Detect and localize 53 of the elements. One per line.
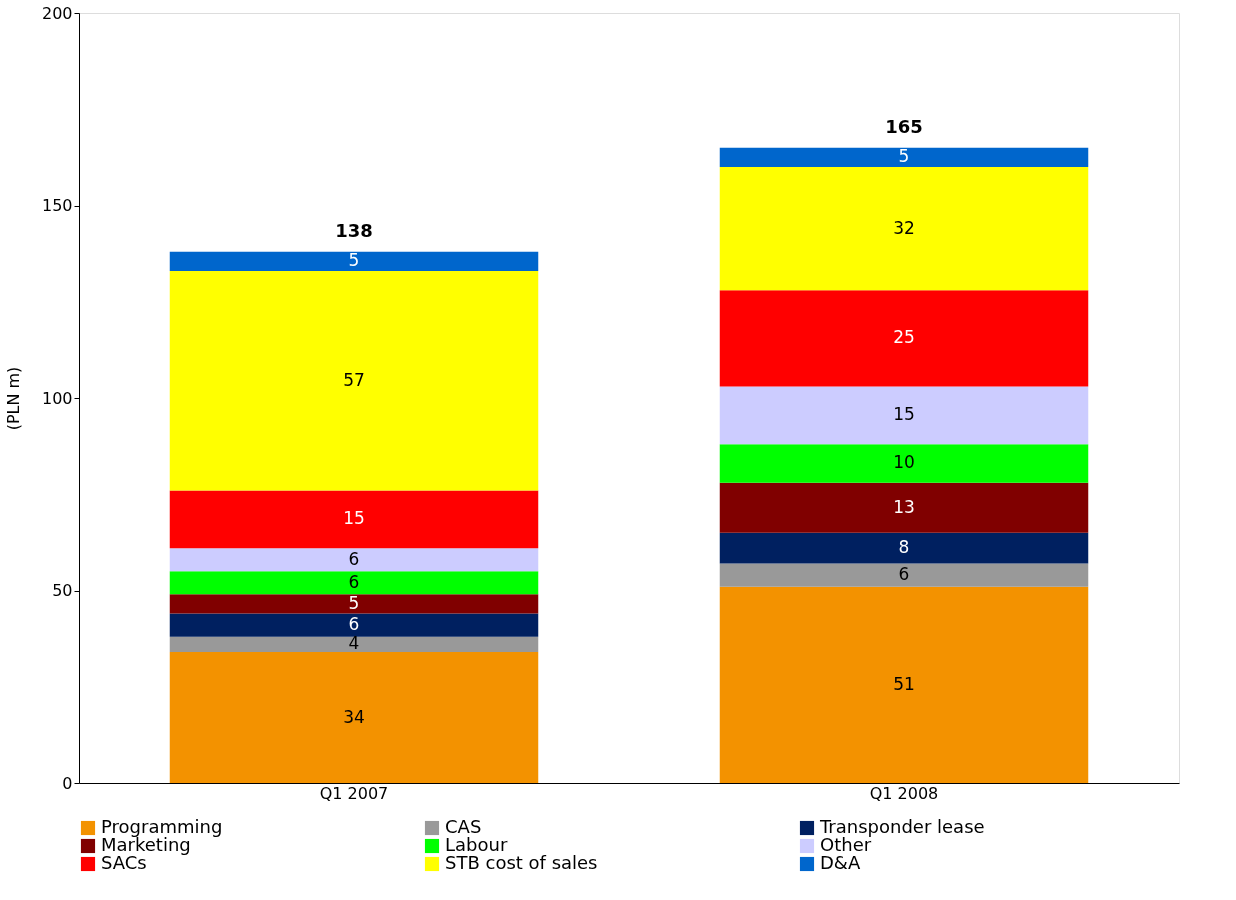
data-label: 6 — [348, 548, 360, 569]
data-label: 6 — [348, 571, 360, 592]
bar — [719, 532, 1089, 564]
bar — [719, 586, 1089, 783]
data-label: 57 — [343, 369, 365, 390]
bar — [169, 251, 539, 271]
data-label: 5 — [348, 250, 360, 271]
data-label: 15 — [343, 508, 365, 529]
data-label: 4 — [348, 633, 360, 654]
bar — [719, 147, 1089, 167]
data-label: 34 — [343, 706, 365, 727]
legend-label: D&A — [820, 852, 861, 873]
bar — [169, 613, 539, 637]
data-label: 25 — [893, 327, 915, 348]
data-label: 5 — [898, 146, 910, 167]
legend-label: SACs — [101, 852, 147, 873]
bar — [719, 563, 1089, 587]
data-label: 6 — [348, 614, 360, 635]
data-label: 51 — [893, 673, 915, 694]
bar — [169, 571, 539, 595]
data-label: 5 — [348, 592, 360, 613]
data-label: 32 — [893, 217, 915, 238]
x-tick-label: Q1 2008 — [869, 783, 939, 803]
bar — [719, 290, 1089, 387]
y-tick-label: 100 — [41, 388, 73, 408]
bar — [719, 444, 1089, 483]
bar — [169, 548, 539, 572]
bar — [169, 594, 539, 614]
data-label: 6 — [898, 564, 910, 585]
x-tick-label: Q1 2007 — [319, 783, 389, 803]
legend-label: CAS — [445, 816, 482, 837]
y-tick-label: 50 — [52, 581, 73, 600]
data-label: 10 — [893, 452, 915, 473]
total-label: 165 — [885, 115, 923, 137]
total-label: 138 — [335, 219, 373, 241]
bar — [719, 167, 1089, 291]
bar — [169, 652, 539, 783]
bar — [169, 636, 539, 653]
data-label: 8 — [898, 537, 910, 558]
legend-label: Programming — [101, 816, 223, 837]
y-tick-label: 150 — [41, 196, 73, 215]
bar — [169, 490, 539, 549]
bar — [719, 386, 1089, 445]
legend-label: STB cost of sales — [445, 852, 598, 873]
data-label: 15 — [893, 404, 915, 425]
data-label: 13 — [893, 496, 915, 517]
bar — [719, 482, 1089, 533]
legend-label: Labour — [445, 834, 508, 855]
bar — [169, 270, 539, 491]
y-tick-label: 0 — [62, 773, 73, 793]
legend-label: Transponder lease — [819, 816, 985, 837]
y-axis-title: (PLN m) — [3, 366, 23, 431]
y-tick-label: 200 — [41, 3, 73, 23]
